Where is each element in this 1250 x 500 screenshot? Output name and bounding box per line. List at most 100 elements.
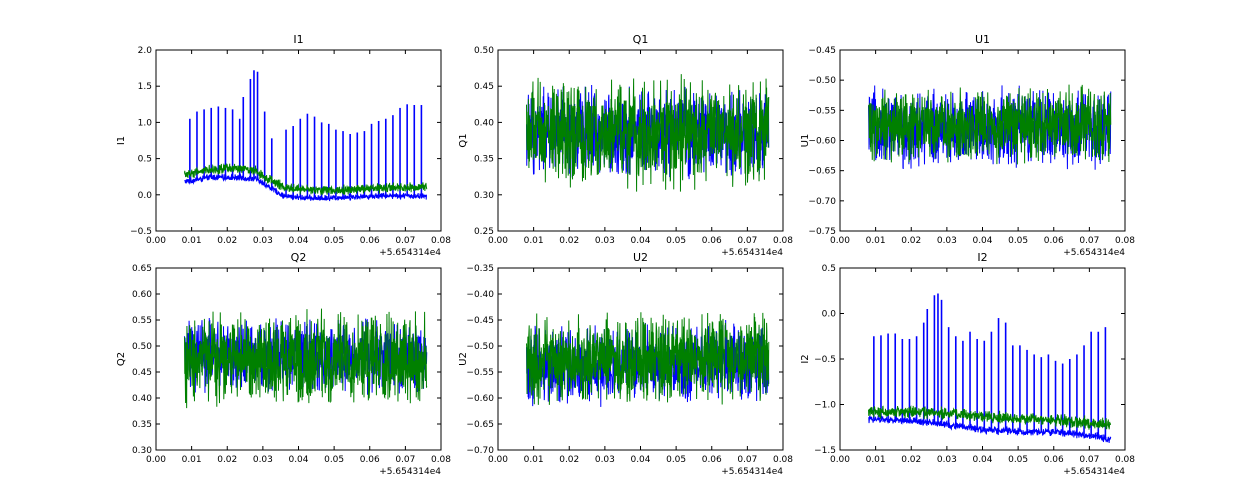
series-line-green <box>868 84 1112 165</box>
y-tick-label: −0.70 <box>466 446 494 456</box>
plot-area <box>526 312 770 407</box>
x-tick-label: 0.06 <box>702 455 722 465</box>
x-tick-label: 0.05 <box>666 455 686 465</box>
y-tick-label: −1.5 <box>814 446 836 456</box>
x-offset-label: +5.654314e4 <box>721 248 783 258</box>
y-tick-label: −0.40 <box>466 290 494 300</box>
x-tick-label: 0.08 <box>773 236 793 246</box>
y-tick-label: 0.40 <box>132 394 152 404</box>
x-tick-label: 0.06 <box>702 236 722 246</box>
y-axis-label: I2 <box>800 354 811 363</box>
x-tick-label: 0.08 <box>431 455 451 465</box>
subplot-u2: 0.00 0.01 0.02 0.03 0.04 0.05 0.06 0.07 0.08 −0.7… <box>458 251 793 477</box>
series-line-green <box>526 312 770 405</box>
x-tick-label: 0.07 <box>395 455 415 465</box>
x-tick-label: 0.07 <box>737 455 757 465</box>
x-tick-label: 0.01 <box>524 455 544 465</box>
series-line-green <box>868 405 1112 430</box>
y-tick-label: −0.45 <box>808 46 836 56</box>
x-offset-label: +5.654314e4 <box>721 467 783 477</box>
x-tick-label: 0.06 <box>360 236 380 246</box>
y-tick-label: −0.70 <box>808 197 836 207</box>
y-tick-label: −0.35 <box>466 264 494 274</box>
plot-area <box>868 84 1112 170</box>
y-axis-label: I1 <box>116 136 127 145</box>
y-tick-label: 0.0 <box>138 191 153 201</box>
y-tick-label: 0.50 <box>132 342 152 352</box>
subplot-q1: 0.00 0.01 0.02 0.03 0.04 0.05 0.06 0.07 0.08 0.25… <box>458 33 793 258</box>
x-tick-label: 0.07 <box>737 236 757 246</box>
y-tick-label: −0.65 <box>466 420 494 430</box>
y-tick-label: −0.55 <box>466 368 494 378</box>
x-tick-label: 0.08 <box>773 455 793 465</box>
y-tick-label: −0.45 <box>466 316 494 326</box>
x-tick-label: 0.02 <box>559 236 579 246</box>
y-tick-label: −1.0 <box>814 401 836 411</box>
x-tick-label: 0.02 <box>217 455 237 465</box>
y-tick-label: 0.65 <box>132 264 152 274</box>
subplot-title: U2 <box>633 251 648 264</box>
x-tick-label: 0.04 <box>972 455 992 465</box>
y-tick-label: 0.30 <box>132 446 152 456</box>
y-axis-label: Q1 <box>458 133 469 147</box>
x-tick-label: 0.05 <box>1008 236 1028 246</box>
x-offset-label: +5.654314e4 <box>1063 467 1125 477</box>
x-tick-label: 0.06 <box>360 455 380 465</box>
x-tick-label: 0.02 <box>901 455 921 465</box>
subplot-title: U1 <box>975 33 990 46</box>
x-tick-label: 0.05 <box>324 455 344 465</box>
y-tick-label: 0.50 <box>474 46 494 56</box>
x-tick-label: 0.00 <box>146 455 166 465</box>
series-line-green <box>526 74 770 192</box>
y-tick-label: 0.45 <box>132 368 152 378</box>
y-tick-label: −0.75 <box>808 227 836 237</box>
y-axis-label: U2 <box>458 352 469 366</box>
x-tick-label: 0.05 <box>666 236 686 246</box>
x-tick-label: 0.08 <box>1115 455 1135 465</box>
x-tick-label: 0.04 <box>288 236 308 246</box>
y-tick-label: 0.0 <box>822 310 837 320</box>
x-tick-label: 0.03 <box>253 455 273 465</box>
y-tick-label: 1.0 <box>138 118 153 128</box>
x-tick-label: 0.05 <box>1008 455 1028 465</box>
x-tick-label: 0.01 <box>182 455 202 465</box>
x-tick-label: 0.04 <box>630 455 650 465</box>
y-tick-label: 0.55 <box>132 316 152 326</box>
x-tick-label: 0.07 <box>1079 455 1099 465</box>
x-tick-label: 0.04 <box>972 236 992 246</box>
subplot-title: I2 <box>977 251 987 264</box>
plot-area <box>184 308 428 409</box>
x-tick-label: 0.04 <box>630 236 650 246</box>
subplot-u1: 0.00 0.01 0.02 0.03 0.04 0.05 0.06 0.07 0.08 −0.7… <box>800 33 1135 258</box>
x-tick-label: 0.05 <box>324 236 344 246</box>
x-tick-label: 0.01 <box>866 236 886 246</box>
y-tick-label: −0.5 <box>130 227 152 237</box>
x-offset-label: +5.654314e4 <box>379 248 441 258</box>
x-tick-label: 0.08 <box>431 236 451 246</box>
y-tick-label: −0.65 <box>808 167 836 177</box>
y-axis-label: U1 <box>800 134 811 148</box>
x-tick-label: 0.01 <box>182 236 202 246</box>
plot-area <box>868 293 1112 443</box>
x-tick-label: 0.04 <box>288 455 308 465</box>
y-tick-label: −0.5 <box>814 355 836 365</box>
x-tick-label: 0.07 <box>1079 236 1099 246</box>
y-tick-label: 0.25 <box>474 227 494 237</box>
x-tick-label: 0.00 <box>830 455 850 465</box>
x-tick-label: 0.01 <box>866 455 886 465</box>
y-axis-label: Q2 <box>116 352 127 366</box>
series-line-green <box>184 308 428 409</box>
y-tick-label: 0.30 <box>474 191 494 201</box>
x-tick-label: 0.00 <box>146 236 166 246</box>
x-tick-label: 0.02 <box>901 236 921 246</box>
y-tick-label: 0.35 <box>132 420 152 430</box>
y-tick-label: 0.5 <box>822 264 836 274</box>
y-tick-label: 0.40 <box>474 118 494 128</box>
series-line-green <box>184 163 428 196</box>
x-offset-label: +5.654314e4 <box>379 467 441 477</box>
x-tick-label: 0.06 <box>1044 236 1064 246</box>
x-tick-label: 0.08 <box>1115 236 1135 246</box>
y-tick-label: 0.5 <box>138 155 152 165</box>
y-tick-label: −0.60 <box>808 137 836 147</box>
